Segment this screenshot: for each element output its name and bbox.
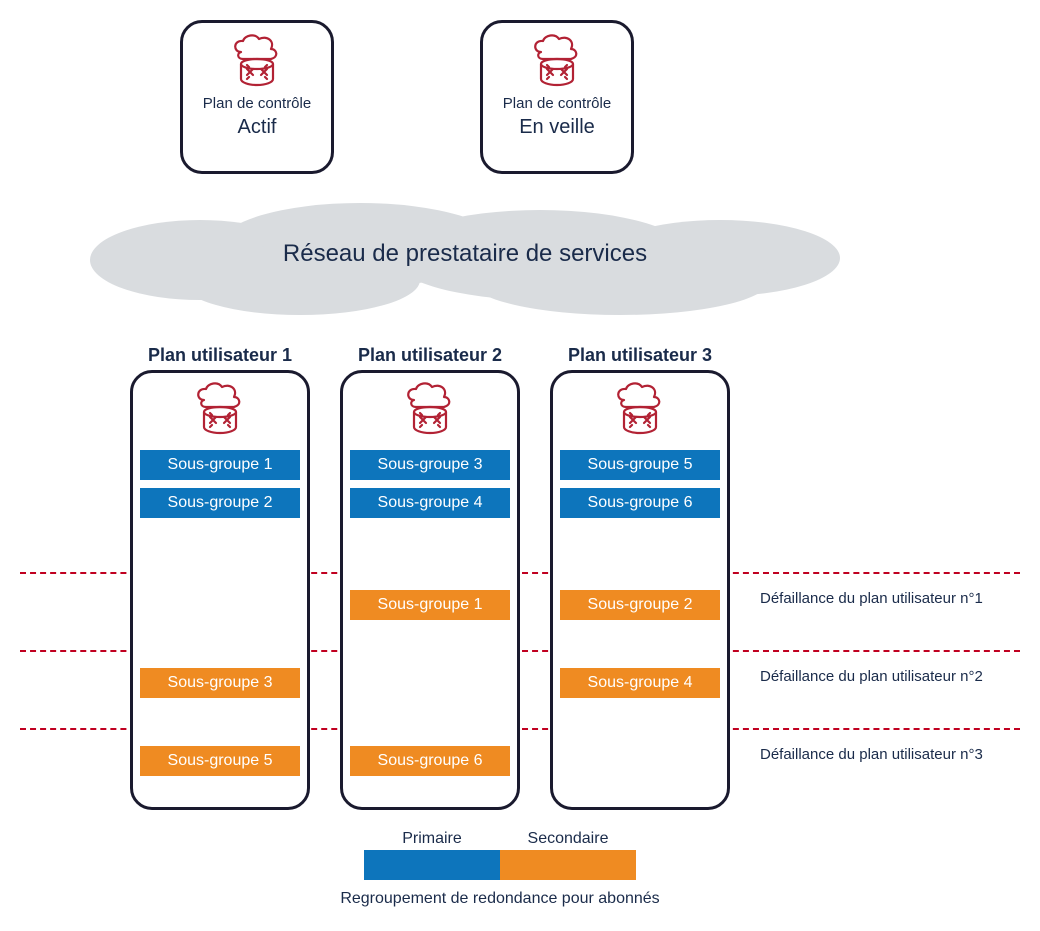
subgroup-bar: Sous-groupe 2 <box>560 590 720 620</box>
subgroup-bar: Sous-groupe 4 <box>350 488 510 518</box>
subgroup-bar: Sous-groupe 1 <box>140 450 300 480</box>
failure-label-3: Défaillance du plan utilisateur n°3 <box>760 746 983 763</box>
subgroup-bar: Sous-groupe 5 <box>140 746 300 776</box>
legend-primary-label: Primaire <box>364 830 500 848</box>
control-plane-active: Plan de contrôle Actif <box>180 20 334 174</box>
user-plane-title-3: Plan utilisateur 3 <box>550 345 730 366</box>
subgroup-bar: Sous-groupe 3 <box>140 668 300 698</box>
control-plane-status: Actif <box>238 116 277 139</box>
router-icon <box>400 381 460 437</box>
router-icon <box>527 33 587 89</box>
subgroup-bar: Sous-groupe 2 <box>140 488 300 518</box>
subgroup-bar: Sous-groupe 3 <box>350 450 510 480</box>
legend-secondary-label: Secondaire <box>500 830 636 848</box>
control-plane-label: Plan de contrôle <box>503 95 611 112</box>
legend-caption: Regroupement de redondance pour abonnés <box>240 890 760 908</box>
subgroup-bar: Sous-groupe 6 <box>560 488 720 518</box>
user-plane-col-1 <box>130 370 310 810</box>
router-icon <box>190 381 250 437</box>
subgroup-bar: Sous-groupe 5 <box>560 450 720 480</box>
router-icon <box>227 33 287 89</box>
failure-label-2: Défaillance du plan utilisateur n°2 <box>760 668 983 685</box>
control-plane-standby: Plan de contrôle En veille <box>480 20 634 174</box>
subgroup-bar: Sous-groupe 1 <box>350 590 510 620</box>
legend-secondary-swatch <box>500 850 636 880</box>
user-plane-title-2: Plan utilisateur 2 <box>340 345 520 366</box>
legend-primary-swatch <box>364 850 500 880</box>
subgroup-bar: Sous-groupe 6 <box>350 746 510 776</box>
control-plane-label: Plan de contrôle <box>203 95 311 112</box>
subgroup-bar: Sous-groupe 4 <box>560 668 720 698</box>
service-network-label: Réseau de prestataire de services <box>80 240 850 268</box>
control-plane-status: En veille <box>519 116 595 139</box>
router-icon <box>610 381 670 437</box>
failure-label-1: Défaillance du plan utilisateur n°1 <box>760 590 983 607</box>
legend: Primaire Secondaire Regroupement de redo… <box>240 830 760 908</box>
user-plane-title-1: Plan utilisateur 1 <box>130 345 310 366</box>
